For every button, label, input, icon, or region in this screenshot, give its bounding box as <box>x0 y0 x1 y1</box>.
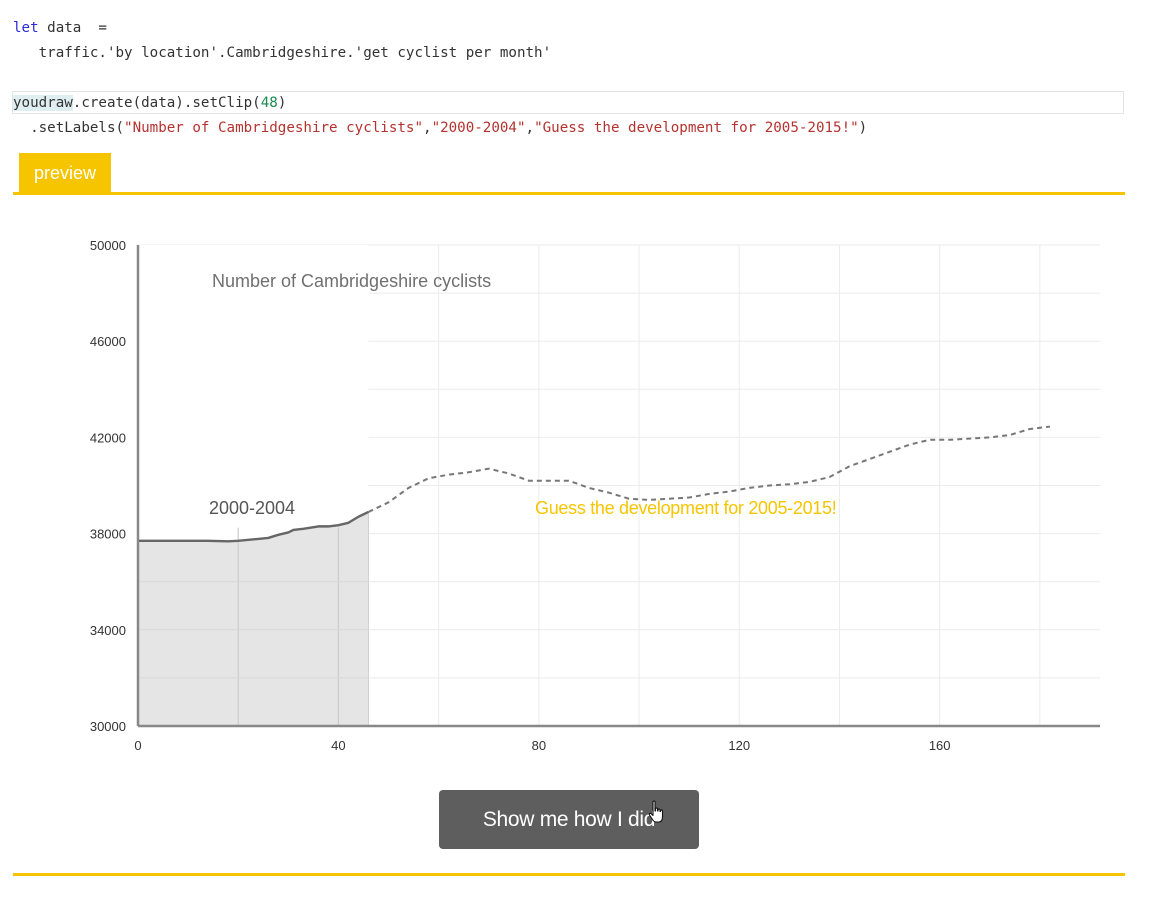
known-area <box>138 511 369 726</box>
y-tick-label: 50000 <box>90 238 126 253</box>
tab-preview[interactable]: preview <box>19 153 111 193</box>
code-string: "Guess the development for 2005-2015!" <box>534 120 859 136</box>
show-me-button[interactable]: Show me how I did <box>439 790 699 849</box>
youdraw-chart[interactable]: 30000 34000 38000 42000 46000 50000 0 40 80 120 16… <box>0 200 1152 780</box>
divider-top <box>13 192 1125 195</box>
code-text: .setLabels( <box>13 120 125 136</box>
y-tick-label: 30000 <box>90 719 126 734</box>
code-text: .create(data).setClip( <box>72 95 261 111</box>
y-tick-label: 38000 <box>90 527 126 542</box>
code-object: youdraw <box>13 95 73 111</box>
code-text: ) <box>277 95 287 111</box>
hand-pointer-icon <box>648 800 664 823</box>
clip-label: 2000-2004 <box>209 498 295 518</box>
y-tick-label: 46000 <box>90 334 126 349</box>
code-line-3[interactable]: youdraw.create(data).setClip(48) <box>13 93 286 113</box>
code-string: "Number of Cambridgeshire cyclists" <box>124 120 424 136</box>
x-tick-label: 80 <box>532 738 546 753</box>
code-text: data = <box>38 20 107 36</box>
code-text: , <box>525 120 535 136</box>
code-string: "2000-2004" <box>431 120 526 136</box>
code-text: ) <box>858 120 868 136</box>
x-tick-label: 40 <box>331 738 345 753</box>
code-keyword: let <box>13 20 39 36</box>
y-tick-label: 34000 <box>90 623 126 638</box>
active-line-highlight <box>12 91 1124 114</box>
x-tick-label: 120 <box>728 738 750 753</box>
series-line-guess[interactable] <box>368 425 1051 513</box>
guess-label: Guess the development for 2005-2015! <box>535 498 836 518</box>
code-line-1[interactable]: let data = <box>13 18 107 38</box>
code-text: , <box>423 120 432 136</box>
chart-title: Number of Cambridgeshire cyclists <box>212 271 491 291</box>
series-line-known <box>138 510 369 543</box>
code-line-2[interactable]: traffic.'by location'.Cambridgeshire.'ge… <box>13 43 552 63</box>
x-tick-label: 160 <box>929 738 951 753</box>
code-text: traffic.'by location'.Cambridgeshire.'ge… <box>13 45 552 61</box>
divider-bottom <box>13 873 1125 876</box>
y-tick-label: 42000 <box>90 430 126 445</box>
x-tick-label: 0 <box>134 738 141 753</box>
code-line-4[interactable]: .setLabels("Number of Cambridgeshire cyc… <box>13 118 867 138</box>
code-number: 48 <box>260 95 278 111</box>
